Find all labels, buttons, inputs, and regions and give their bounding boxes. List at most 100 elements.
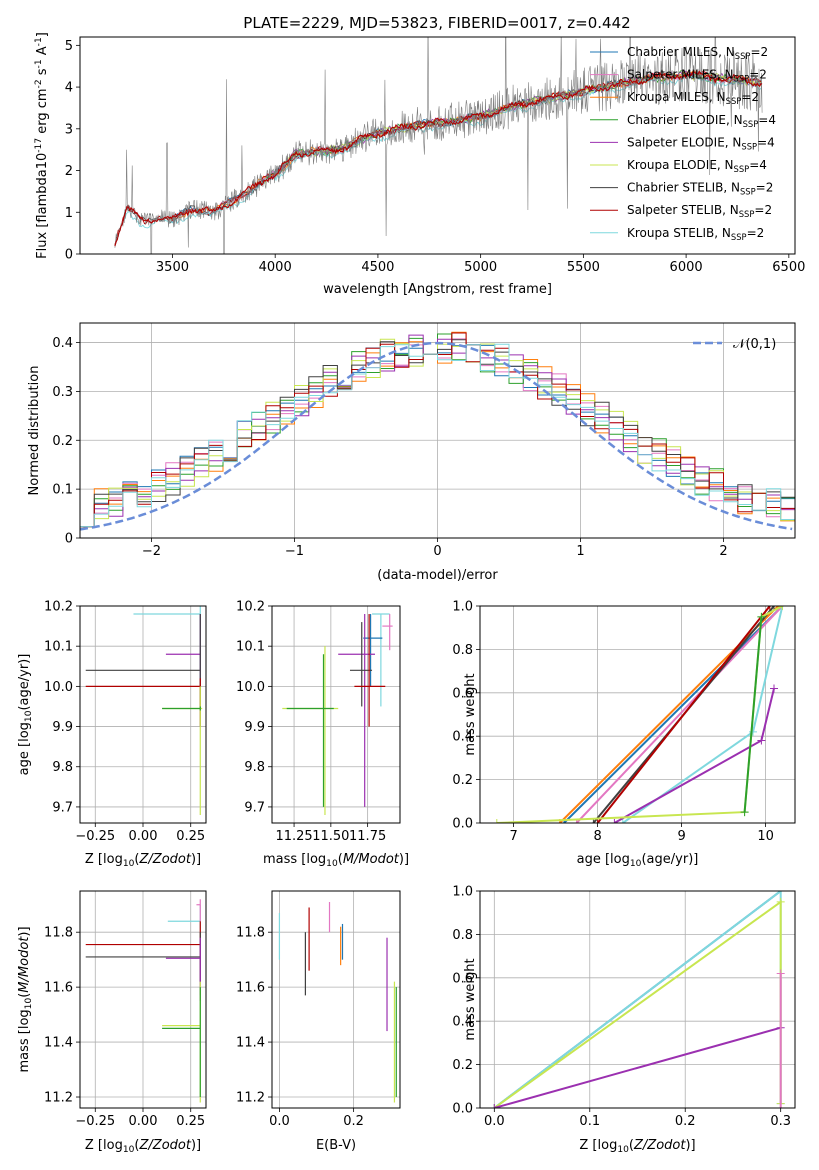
plot-area bbox=[492, 606, 787, 823]
axes-frame bbox=[79, 322, 796, 539]
legend-label: Salpeter MILES, NSSP=2 bbox=[627, 68, 767, 84]
y-tick-label: 1.0 bbox=[452, 885, 473, 900]
chart-title: PLATE=2229, MJD=53823, FIBERID=0017, z=0… bbox=[243, 14, 630, 32]
text-fragment: SSP bbox=[743, 119, 759, 129]
residual-histogram bbox=[80, 343, 795, 528]
x-tick-label: 4000 bbox=[259, 260, 292, 275]
model-spectrum-top bbox=[114, 70, 763, 247]
text-fragment: age/yr bbox=[17, 663, 32, 705]
legend-label: Chabrier MILES, NSSP=2 bbox=[627, 45, 768, 61]
y-axis-label: mass [log10(M/Modot)] bbox=[17, 926, 34, 1072]
text-fragment: mass [log bbox=[263, 852, 326, 867]
ssp-marker bbox=[776, 1104, 785, 1108]
y-tick-label: 0.6 bbox=[452, 686, 473, 701]
text-fragment: 10 bbox=[123, 859, 135, 869]
text-fragment: Normed distribution bbox=[27, 366, 42, 496]
text-fragment: ( bbox=[641, 852, 646, 867]
x-tick-label: 11.50 bbox=[312, 829, 349, 844]
text-fragment: erg cm bbox=[35, 88, 50, 137]
x-axis-label: Z [log10(Z/Zodot)] bbox=[85, 852, 201, 869]
ssp-marker bbox=[610, 819, 619, 823]
x-tick-label: −1 bbox=[285, 544, 304, 559]
text-fragment: Chabrier MILES, N bbox=[627, 45, 735, 59]
ssp-marker bbox=[770, 606, 778, 610]
y-tick-label: 0.4 bbox=[452, 1015, 473, 1030]
legend-label: Chabrier STELIB, NSSP=2 bbox=[627, 181, 773, 197]
axes-frame bbox=[271, 605, 401, 824]
ssp-marker bbox=[770, 684, 778, 693]
y-tick-label: 0.8 bbox=[452, 643, 473, 658]
plot-area bbox=[80, 331, 795, 531]
text-fragment: SSP bbox=[740, 187, 756, 197]
y-tick-label: 3 bbox=[65, 122, 73, 137]
plot-area bbox=[85, 899, 201, 1103]
ssp-marker bbox=[776, 897, 785, 906]
text-fragment: 10 bbox=[326, 859, 338, 869]
text-fragment: -2 bbox=[34, 79, 44, 88]
text-fragment: -1 bbox=[34, 59, 44, 68]
text-fragment: Chabrier ELODIE, N bbox=[627, 113, 743, 127]
text-fragment: )] bbox=[688, 852, 698, 867]
y-tick-label: 0.2 bbox=[452, 773, 473, 788]
plot-area bbox=[278, 901, 397, 1103]
text-fragment: odot bbox=[162, 852, 192, 867]
text-fragment: s bbox=[35, 68, 50, 79]
y-tick-label: 0.3 bbox=[52, 385, 73, 400]
text-fragment: Z [log bbox=[579, 1138, 617, 1153]
cumulative-mass-line bbox=[596, 606, 771, 823]
text-fragment: odot bbox=[17, 936, 32, 966]
text-fragment: SSP bbox=[734, 164, 750, 174]
y-tick-label: 11.4 bbox=[44, 1036, 73, 1051]
y-tick-label: 11.6 bbox=[44, 981, 73, 996]
text-fragment: ( bbox=[17, 705, 32, 710]
legend-label: Salpeter ELODIE, NSSP=4 bbox=[627, 135, 775, 151]
panel-spectrum: 3500 4000 4500 5000 5500 6000 6500 0 1 2 3 4 5 wavele… bbox=[34, 32, 805, 297]
axes-frame bbox=[79, 890, 207, 1109]
text-fragment: SSP bbox=[734, 74, 750, 84]
y-tick-label: 10.1 bbox=[236, 640, 265, 655]
text-fragment: )] bbox=[191, 1138, 201, 1153]
y-tick-label: 10.2 bbox=[236, 600, 265, 615]
x-tick-label: −0.25 bbox=[75, 829, 115, 844]
y-tick-label: 0.0 bbox=[452, 817, 473, 832]
x-tick-label: −2 bbox=[142, 544, 161, 559]
y-tick-label: 0.4 bbox=[52, 336, 73, 351]
text-fragment: -1 bbox=[34, 37, 44, 46]
y-tick-label: 9.8 bbox=[244, 760, 265, 775]
text-fragment: odot bbox=[370, 852, 400, 867]
text-fragment: age [log bbox=[577, 852, 630, 867]
text-fragment: odot bbox=[656, 1138, 686, 1153]
axes-frame bbox=[271, 890, 401, 1109]
text-fragment: Z/Z bbox=[138, 852, 162, 867]
x-axis-label: (data-model)/error bbox=[377, 568, 498, 583]
x-tick-label: 0.25 bbox=[176, 1114, 205, 1129]
text-fragment: =4 bbox=[749, 158, 767, 172]
text-fragment: mass weight bbox=[463, 673, 478, 755]
x-tick-label: 7 bbox=[509, 829, 517, 844]
x-tick-label: 0.2 bbox=[343, 1114, 364, 1129]
x-tick-label: 11.75 bbox=[349, 829, 386, 844]
x-tick-label: 3500 bbox=[156, 260, 189, 275]
axes-frame bbox=[79, 36, 796, 255]
ssp-marker bbox=[740, 808, 749, 817]
y-tick-label: 0.6 bbox=[452, 971, 473, 986]
text-fragment: age/yr bbox=[647, 852, 689, 867]
text-fragment: 10 bbox=[630, 859, 642, 869]
x-tick-label: 10 bbox=[757, 829, 774, 844]
ssp-marker bbox=[757, 612, 766, 621]
panel-residuals: −2 −1 0 1 2 0 0.1 0.2 0.3 0.4 (data-model)/error No… bbox=[27, 322, 796, 583]
x-tick-label: 0.25 bbox=[176, 829, 205, 844]
plot-area bbox=[85, 606, 203, 815]
ssp-marker bbox=[492, 819, 501, 823]
text-fragment: =2 bbox=[750, 45, 768, 59]
y-tick-label: 0 bbox=[65, 248, 73, 263]
plot-area bbox=[490, 891, 785, 1108]
x-axis-label: wavelength [Angstrom, rest frame] bbox=[323, 282, 552, 297]
ssp-marker bbox=[778, 606, 787, 610]
legend-label: Salpeter STELIB, NSSP=2 bbox=[627, 203, 772, 219]
text-fragment: 𝒩(0,1) bbox=[733, 337, 776, 352]
text-fragment: age [log bbox=[17, 722, 32, 775]
text-fragment: SSP bbox=[739, 209, 755, 219]
y-tick-label: 10.1 bbox=[44, 640, 73, 655]
